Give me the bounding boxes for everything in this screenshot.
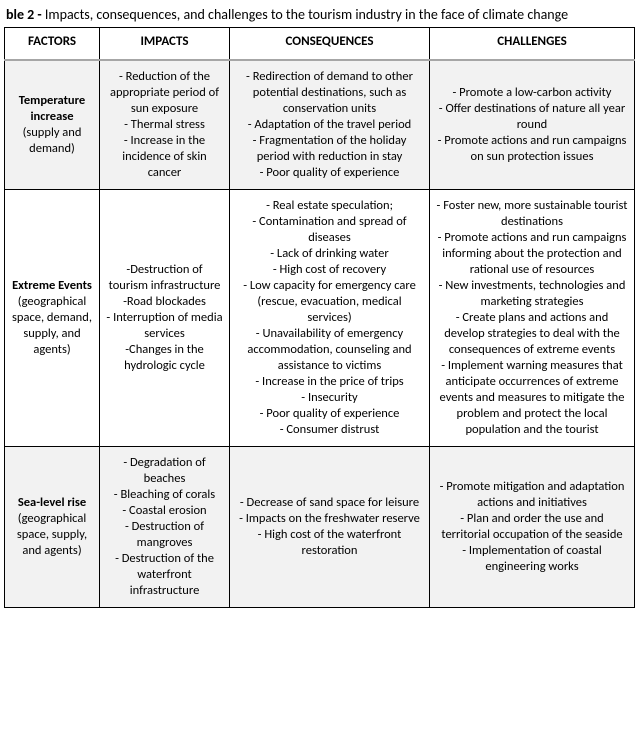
list-item: - Poor quality of experience xyxy=(236,406,423,422)
list-item: -Destruction of tourism infrastructure xyxy=(106,262,223,294)
list-item: - Promote actions and run campaigns on s… xyxy=(436,133,628,165)
list-item: - Unavailability of emergency accommodat… xyxy=(236,326,423,374)
list-item: - Destruction of the waterfront infrastr… xyxy=(106,551,223,599)
list-item: - Create plans and actions and develop s… xyxy=(436,310,628,358)
list-item: - Poor quality of experience xyxy=(236,165,423,181)
cell-impacts: -Destruction of tourism infrastructure -… xyxy=(100,190,230,447)
list-item: - Lack of drinking water xyxy=(236,246,423,262)
list-item: - Bleaching of corals xyxy=(106,487,223,503)
table-row: Sea-level rise (geographical space, supp… xyxy=(5,447,635,608)
list-item: - Promote actions and run campaigns info… xyxy=(436,230,628,278)
caption-prefix: ble 2 - xyxy=(6,6,45,23)
table-row: Temperature increase (supply and demand)… xyxy=(5,60,635,190)
list-item: - Promote a low-carbon activity xyxy=(436,85,628,101)
list-item: - Contamination and spread of diseases xyxy=(236,214,423,246)
factor-note: (supply and demand) xyxy=(23,125,82,156)
list-item: - Implementation of coastal engineering … xyxy=(436,543,628,575)
list-item: - Interruption of media services xyxy=(106,310,223,342)
caption-text: Impacts, consequences, and challenges to… xyxy=(45,6,568,23)
factor-name: Sea-level rise xyxy=(11,495,93,511)
list-item: - Implement warning measures that antici… xyxy=(436,358,628,438)
cell-consequences: - Redirection of demand to other potenti… xyxy=(230,60,430,190)
list-item: -Road blockades xyxy=(106,294,223,310)
list-item: - Destruction of mangroves xyxy=(106,519,223,551)
list-item: - Low capacity for emergency care (rescu… xyxy=(236,278,423,326)
cell-impacts: - Reduction of the appropriate period of… xyxy=(100,60,230,190)
cell-challenges: - Promote a low-carbon activity - Offer … xyxy=(430,60,635,190)
col-header-factors: FACTORS xyxy=(5,28,100,61)
cell-factor: Temperature increase (supply and demand) xyxy=(5,60,100,190)
list-item: - Reduction of the appropriate period of… xyxy=(106,69,223,117)
list-item: - High cost of the waterfront restoratio… xyxy=(236,527,423,559)
list-item: - Offer destinations of nature all year … xyxy=(436,101,628,133)
factor-name: Extreme Events xyxy=(11,278,93,294)
climate-tourism-table: FACTORS IMPACTS CONSEQUENCES CHALLENGES … xyxy=(4,27,635,608)
cell-challenges: - Promote mitigation and adaptation acti… xyxy=(430,447,635,608)
cell-consequences: - Decrease of sand space for leisure - I… xyxy=(230,447,430,608)
list-item: - Real estate speculation; xyxy=(236,198,423,214)
factor-note: (geographical space, demand, supply, and… xyxy=(12,294,92,357)
list-item: - Insecurity xyxy=(236,390,423,406)
cell-challenges: - Foster new, more sustainable tourist d… xyxy=(430,190,635,447)
list-item: - Adaptation of the travel period xyxy=(236,117,423,133)
list-item: - High cost of recovery xyxy=(236,262,423,278)
factor-name: Temperature increase xyxy=(11,93,93,125)
list-item: - New investments, technologies and mark… xyxy=(436,278,628,310)
table-row: Extreme Events (geographical space, dema… xyxy=(5,190,635,447)
cell-factor: Extreme Events (geographical space, dema… xyxy=(5,190,100,447)
cell-factor: Sea-level rise (geographical space, supp… xyxy=(5,447,100,608)
table-caption: ble 2 - Impacts, consequences, and chall… xyxy=(6,6,634,23)
list-item: - Increase in the price of trips xyxy=(236,374,423,390)
list-item: -Changes in the hydrologic cycle xyxy=(106,342,223,374)
list-item: - Decrease of sand space for leisure xyxy=(236,495,423,511)
table-header-row: FACTORS IMPACTS CONSEQUENCES CHALLENGES xyxy=(5,28,635,61)
list-item: - Plan and order the use and territorial… xyxy=(436,511,628,543)
list-item: - Redirection of demand to other potenti… xyxy=(236,69,423,117)
list-item: - Degradation of beaches xyxy=(106,455,223,487)
factor-note: (geographical space, supply, and agents) xyxy=(17,511,87,558)
table-body: Temperature increase (supply and demand)… xyxy=(5,60,635,608)
cell-consequences: - Real estate speculation; - Contaminati… xyxy=(230,190,430,447)
list-item: - Coastal erosion xyxy=(106,503,223,519)
list-item: - Thermal stress xyxy=(106,117,223,133)
list-item: - Increase in the incidence of skin canc… xyxy=(106,133,223,181)
list-item: - Foster new, more sustainable tourist d… xyxy=(436,198,628,230)
col-header-challenges: CHALLENGES xyxy=(430,28,635,61)
list-item: - Consumer distrust xyxy=(236,422,423,438)
list-item: - Impacts on the freshwater reserve xyxy=(236,511,423,527)
cell-impacts: - Degradation of beaches - Bleaching of … xyxy=(100,447,230,608)
list-item: - Fragmentation of the holiday period wi… xyxy=(236,133,423,165)
col-header-impacts: IMPACTS xyxy=(100,28,230,61)
list-item: - Promote mitigation and adaptation acti… xyxy=(436,479,628,511)
col-header-consequences: CONSEQUENCES xyxy=(230,28,430,61)
